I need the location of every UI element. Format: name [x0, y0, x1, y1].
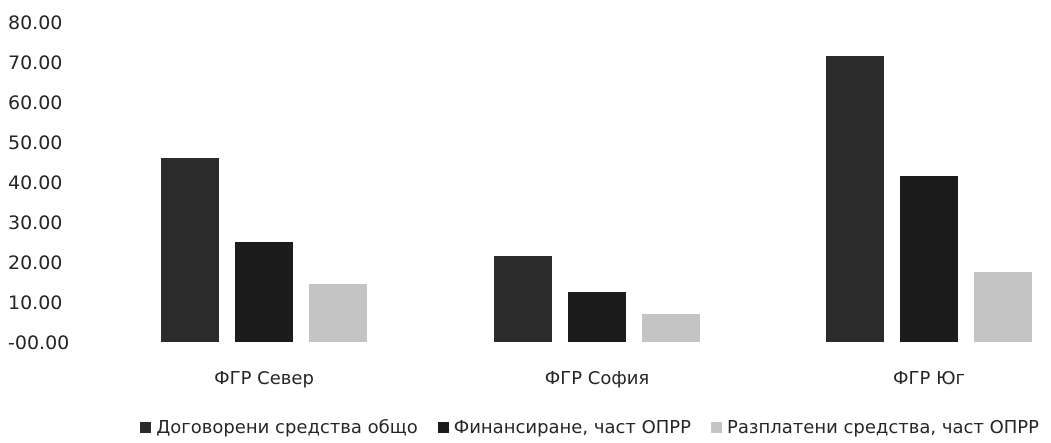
legend-label-series-2: Финансиране, част ОПРР: [453, 416, 691, 438]
category-label: ФГР Юг: [893, 368, 965, 389]
legend-item-series-1: Договорени средства общо: [140, 417, 418, 438]
y-tick-label: 50.00: [8, 132, 62, 154]
bar: [642, 314, 700, 342]
bar: [161, 158, 219, 342]
bar: [900, 176, 958, 342]
bar: [235, 242, 293, 342]
legend-swatch-series-1: [140, 421, 152, 433]
y-tick-label: 40.00: [8, 172, 62, 194]
y-tick-label: 10.00: [8, 292, 62, 314]
legend: Договорени средства общо Финансиране, ча…: [0, 413, 1051, 441]
y-tick-label: 80.00: [8, 12, 62, 34]
bar: [826, 56, 884, 342]
bars: [161, 56, 1032, 342]
bar: [568, 292, 626, 342]
legend-swatch-series-2: [437, 421, 449, 433]
legend-label-series-3: Разплатени средства, част ОПРР: [727, 416, 1039, 438]
legend-item-series-3: Разплатени средства, част ОПРР: [711, 417, 1039, 438]
y-axis-ticks: -00.00 10.00 20.00 30.00 40.00 50.00 60.00 70.0…: [8, 12, 69, 354]
legend-item-series-2: Финансиране, част ОПРР: [437, 416, 691, 438]
y-tick-label: 30.00: [8, 212, 62, 234]
bar: [309, 284, 367, 342]
y-tick-label: 60.00: [8, 92, 62, 114]
bar: [494, 256, 552, 342]
category-label: ФГР София: [545, 368, 650, 389]
y-tick-label: 20.00: [8, 252, 62, 274]
legend-label-series-1: Договорени средства общо: [156, 416, 418, 438]
bar: [974, 272, 1032, 342]
y-tick-label: -00.00: [8, 332, 69, 354]
category-label: ФГР Север: [214, 368, 314, 389]
y-tick-label: 70.00: [8, 52, 62, 74]
legend-swatch-series-3: [711, 421, 722, 433]
category-labels: ФГР Север ФГР София ФГР Юг: [214, 368, 965, 389]
